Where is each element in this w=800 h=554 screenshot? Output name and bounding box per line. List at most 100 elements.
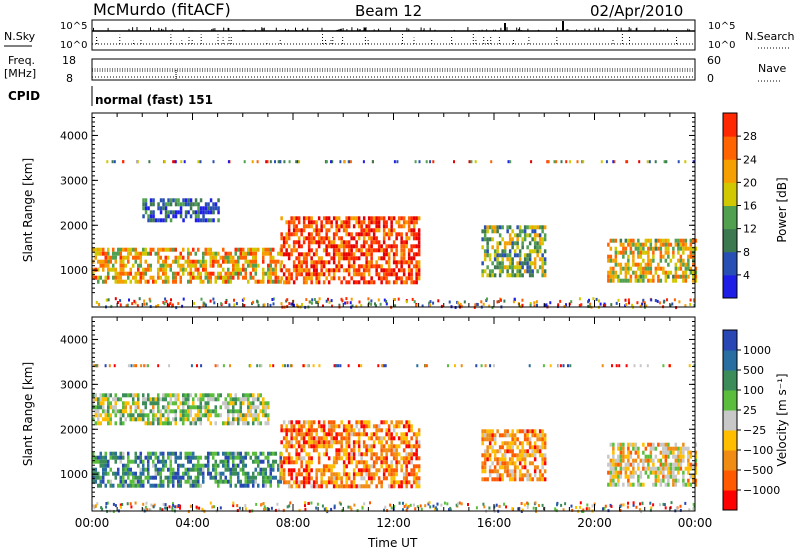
echo-cell xyxy=(496,225,499,230)
echo-cell xyxy=(189,475,192,480)
echo-cell xyxy=(152,405,155,410)
echo-cell xyxy=(345,452,348,457)
upper-band-cell xyxy=(269,160,272,164)
echo-cell xyxy=(538,477,542,482)
echo-cell xyxy=(92,397,95,402)
echo-cell xyxy=(272,267,275,272)
echo-cell xyxy=(410,244,413,249)
echo-cell xyxy=(523,261,527,266)
ground-scatter-cell xyxy=(92,504,95,508)
echo-cell xyxy=(172,401,175,406)
echo-cell xyxy=(513,253,517,258)
echo-cell xyxy=(172,198,175,203)
echo-cell xyxy=(612,238,615,243)
echo-cell xyxy=(300,480,303,485)
echo-cell xyxy=(392,260,396,265)
ground-scatter-cell xyxy=(526,505,529,509)
echo-cell xyxy=(290,252,293,257)
echo-cell xyxy=(152,247,155,252)
echo-cell xyxy=(407,224,411,229)
echo-cell xyxy=(357,468,361,473)
echo-cell xyxy=(269,267,272,272)
echo-cell xyxy=(692,274,695,279)
echo-cell xyxy=(662,474,665,479)
echo-cell xyxy=(322,424,326,429)
echo-cell xyxy=(659,470,663,475)
echo-cell xyxy=(169,467,172,472)
echo-cell xyxy=(687,466,690,471)
ground-scatter-cell xyxy=(328,300,331,304)
echo-cell xyxy=(159,198,163,203)
echo-cell xyxy=(179,455,182,460)
echo-cell xyxy=(102,267,105,272)
echo-cell xyxy=(300,268,303,273)
echo-cell xyxy=(182,475,185,480)
echo-cell xyxy=(622,458,625,463)
ground-scatter-cell xyxy=(238,506,241,510)
echo-cell xyxy=(335,220,338,225)
colorbar-swatch xyxy=(723,430,737,451)
echo-cell xyxy=(486,253,489,258)
echo-cell xyxy=(229,421,232,426)
echo-cell xyxy=(189,483,192,488)
echo-cell xyxy=(402,440,406,445)
echo-cell xyxy=(312,264,316,269)
echo-cell xyxy=(137,483,140,488)
echo-cell xyxy=(624,262,628,267)
echo-cell xyxy=(642,466,645,471)
echo-cell xyxy=(617,474,620,479)
ground-scatter-cell xyxy=(232,504,235,508)
echo-cell xyxy=(327,272,331,277)
echo-cell xyxy=(272,475,275,480)
echo-cell xyxy=(669,450,673,455)
echo-cell xyxy=(692,478,695,483)
echo-cell xyxy=(189,202,193,207)
echo-cell xyxy=(302,424,306,429)
echo-cell xyxy=(528,437,532,442)
echo-cell xyxy=(147,471,150,476)
echo-cell xyxy=(694,266,698,271)
echo-cell xyxy=(365,224,368,229)
echo-cell xyxy=(637,246,640,251)
echo-cell xyxy=(609,258,613,263)
echo-cell xyxy=(162,483,165,488)
ground-scatter-cell xyxy=(315,301,318,305)
echo-cell xyxy=(317,468,321,473)
echo-cell xyxy=(511,445,514,450)
echo-cell xyxy=(327,236,331,241)
echo-cell xyxy=(310,444,313,449)
echo-cell xyxy=(315,228,318,233)
echo-cell xyxy=(483,269,487,274)
echo-cell xyxy=(332,252,336,257)
echo-cell xyxy=(335,424,338,429)
echo-cell xyxy=(282,236,286,241)
echo-cell xyxy=(310,432,313,437)
ground-scatter-cell xyxy=(557,303,560,307)
echo-cell xyxy=(172,467,175,472)
echo-cell xyxy=(372,264,376,269)
echo-cell xyxy=(634,270,638,275)
echo-cell xyxy=(352,252,356,257)
echo-cell xyxy=(312,252,316,257)
echo-cell xyxy=(533,241,537,246)
echo-cell xyxy=(503,245,507,250)
upper-band-cell xyxy=(272,364,275,368)
echo-cell xyxy=(307,472,311,477)
ground-scatter-cell xyxy=(628,301,630,305)
echo-cell xyxy=(154,251,157,256)
echo-cell xyxy=(400,420,403,425)
echo-cell xyxy=(405,472,408,477)
echo-cell xyxy=(355,464,358,469)
ground-scatter-cell xyxy=(498,504,501,508)
echo-cell xyxy=(224,405,227,410)
echo-cell xyxy=(322,420,326,425)
echo-cell xyxy=(342,228,346,233)
echo-cell xyxy=(506,465,509,470)
echo-cell xyxy=(320,476,323,481)
echo-cell xyxy=(689,450,693,455)
echo-cell xyxy=(147,467,150,472)
echo-cell xyxy=(516,245,519,250)
echo-cell xyxy=(99,413,102,418)
echo-cell xyxy=(282,420,286,425)
echo-cell xyxy=(342,484,346,489)
